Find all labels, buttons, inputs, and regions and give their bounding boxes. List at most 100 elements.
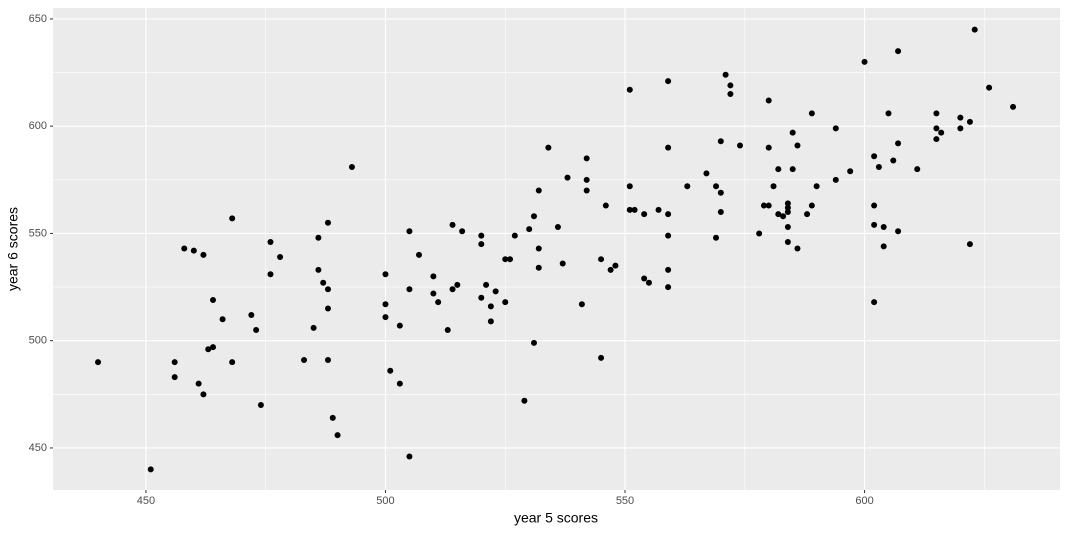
point	[210, 344, 217, 351]
point	[521, 397, 528, 404]
point	[789, 166, 796, 173]
point	[459, 228, 466, 235]
point	[775, 211, 782, 218]
point	[329, 414, 336, 421]
y-tick-label: 650	[29, 13, 47, 25]
y-axis-title: year 6 scores	[5, 207, 21, 291]
point	[780, 213, 787, 220]
point	[315, 234, 322, 241]
point	[277, 254, 284, 261]
point	[478, 232, 485, 239]
point	[382, 301, 389, 308]
point	[626, 206, 633, 213]
point	[756, 230, 763, 237]
point	[507, 256, 514, 263]
point	[554, 224, 561, 231]
point	[1010, 103, 1017, 110]
point	[487, 303, 494, 310]
point	[430, 273, 437, 280]
x-tick-label: 600	[855, 495, 873, 507]
point	[727, 82, 734, 89]
point	[334, 432, 341, 439]
point	[95, 359, 102, 366]
point	[598, 354, 605, 361]
point	[449, 221, 456, 228]
x-tick-label: 450	[137, 495, 155, 507]
point	[382, 271, 389, 278]
point	[545, 144, 552, 151]
point	[784, 200, 791, 207]
point	[478, 241, 485, 248]
point	[789, 129, 796, 136]
point	[871, 299, 878, 306]
point	[871, 221, 878, 228]
point	[229, 215, 236, 222]
point	[454, 281, 461, 288]
point	[871, 202, 878, 209]
point	[665, 78, 672, 85]
point	[607, 266, 614, 273]
point	[382, 314, 389, 321]
point	[487, 318, 494, 325]
point	[444, 326, 451, 333]
point	[861, 58, 868, 65]
point	[655, 206, 662, 213]
point	[832, 176, 839, 183]
point	[717, 138, 724, 145]
point	[813, 183, 820, 190]
point	[147, 466, 154, 473]
point	[626, 86, 633, 93]
point	[871, 153, 878, 160]
point	[847, 168, 854, 175]
point	[492, 288, 499, 295]
point	[775, 166, 782, 173]
point	[765, 144, 772, 151]
point	[717, 208, 724, 215]
point	[727, 91, 734, 98]
point	[703, 170, 710, 177]
point	[713, 234, 720, 241]
point	[933, 125, 940, 132]
point	[784, 239, 791, 246]
point	[502, 299, 509, 306]
point	[416, 251, 423, 258]
point	[406, 286, 413, 293]
point	[736, 142, 743, 149]
point	[770, 183, 777, 190]
point	[396, 322, 403, 329]
point	[880, 224, 887, 231]
x-axis-title: year 5 scores	[514, 510, 598, 526]
point	[722, 71, 729, 78]
x-tick-label: 550	[616, 495, 634, 507]
plot-panel	[53, 8, 1060, 490]
point	[895, 228, 902, 235]
point	[885, 110, 892, 117]
point	[535, 264, 542, 271]
point	[430, 290, 437, 297]
point	[301, 357, 308, 364]
point	[645, 279, 652, 286]
point	[324, 305, 331, 312]
point	[195, 380, 202, 387]
point	[641, 211, 648, 218]
point	[387, 367, 394, 374]
point	[760, 202, 767, 209]
point	[564, 174, 571, 181]
point	[583, 187, 590, 194]
point	[665, 284, 672, 291]
point	[200, 251, 207, 258]
point	[641, 275, 648, 282]
point	[478, 294, 485, 301]
point	[626, 183, 633, 190]
point	[895, 48, 902, 55]
point	[598, 256, 605, 263]
point	[832, 125, 839, 132]
point	[665, 266, 672, 273]
point	[890, 157, 897, 164]
point	[530, 213, 537, 220]
point	[966, 241, 973, 248]
point	[794, 142, 801, 149]
point	[181, 245, 188, 252]
